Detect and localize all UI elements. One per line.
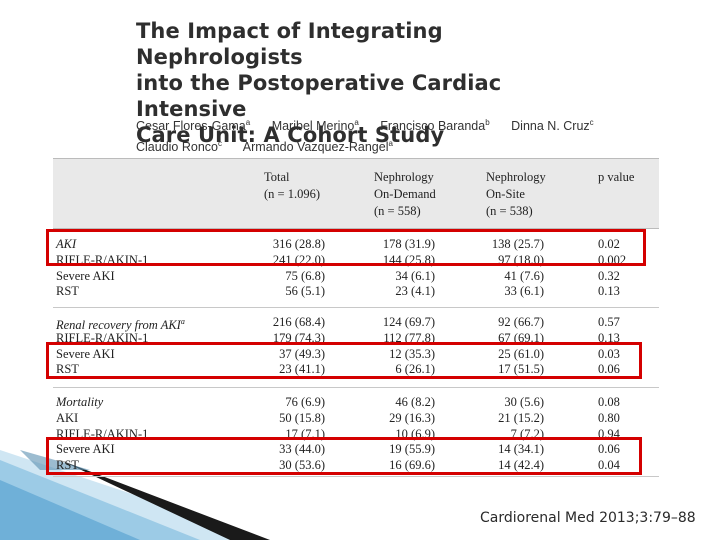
title-line-2: into the Postoperative Cardiac Intensive [136,71,502,121]
author-3: Francisco Barandab [380,118,490,134]
cell-on-demand: 34 (6.1) [395,268,435,283]
cell-p: 0.32 [598,268,620,283]
table-header: Total (n = 1.096) Nephrology On-Demand (… [53,158,659,229]
cell-on-demand: 19 (55.9) [389,442,435,457]
row-label: RIFLE-R/AKIN-1 [56,330,149,345]
row-label: Severe AKI [56,346,115,361]
author-4: Dinna N. Cruzc [511,118,594,134]
author-2: Maribel Merinoa [271,118,359,134]
table-bottom-rule [53,476,659,477]
cell-p: 0.06 [598,442,620,457]
article-title: The Impact of Integrating Nephrologists … [136,18,606,148]
author-list: Cesar Flores-Gamaa Maribel Merinoa Franc… [136,114,656,156]
header-total: Total (n = 1.096) [264,170,320,201]
row-label: Mortality [56,395,104,409]
title-line-1: The Impact of Integrating Nephrologists [136,19,443,69]
author-5: Claudio Roncoc [136,139,222,155]
cell-on-site: 92 (66.7) [498,315,544,329]
header-p-value: p value [598,170,635,184]
cell-p: 0.08 [598,395,620,409]
cell-on-demand: 23 (4.1) [395,284,435,299]
results-table: Total (n = 1.096) Nephrology On-Demand (… [53,158,659,478]
highlight-box-aki [46,229,646,266]
cell-total: 33 (44.0) [279,442,325,457]
cell-total: 179 (74.3) [272,330,325,345]
cell-total: 75 (6.8) [285,268,325,283]
cell-total: 216 (68.4) [272,315,325,329]
row-label: RST [56,458,79,473]
row-label: Renal recovery from AKIa [56,317,185,333]
cell-on-demand: 16 (69.6) [389,458,435,473]
cell-on-demand: 178 (31.9) [382,237,435,251]
cell-p: 0.02 [598,237,620,251]
cell-on-site: 138 (25.7) [491,237,544,251]
highlight-box-renal-recovery [46,342,642,379]
citation: Cardiorenal Med 2013;3:79–88 [480,510,696,526]
cell-total: 76 (6.9) [285,395,325,409]
cell-p: 0.03 [598,346,620,361]
cell-p: 0.04 [598,458,620,473]
cell-on-site: 25 (61.0) [498,346,544,361]
title-line-3: Care Unit: A Cohort Study [136,123,445,147]
cell-p: 0.80 [598,410,620,425]
row-label: Severe AKI [56,268,115,283]
cell-on-site: 17 (51.5) [498,362,544,377]
cell-on-site: 21 (15.2) [498,410,544,425]
author-6: Armando Vazquez-Rangela [242,139,393,155]
row-label: AKI [56,410,79,425]
cell-on-site: 33 (6.1) [504,284,544,299]
cell-p: 0.57 [598,315,620,329]
cell-on-site: 67 (69.1) [498,330,544,345]
section-divider [53,307,659,308]
cell-total: 30 (53.6) [279,458,325,473]
cell-on-site: 41 (7.6) [504,268,544,283]
row-label: RST [56,284,79,299]
cell-on-demand: 124 (69.7) [382,315,435,329]
header-on-site: Nephrology On-Site (n = 538) [486,170,546,218]
row-label: AKI [56,237,77,251]
cell-on-site: 14 (34.1) [498,442,544,457]
author-1: Cesar Flores-Gamaa [136,118,251,134]
cell-total: 316 (28.8) [272,237,325,251]
cell-on-site: 30 (5.6) [504,395,544,409]
header-on-demand: Nephrology On-Demand (n = 558) [374,170,436,218]
cell-total: 23 (41.1) [279,362,325,377]
row-label: RST [56,362,79,377]
cell-on-site: 14 (42.4) [498,458,544,473]
section-divider [53,387,659,388]
cell-p: 0.06 [598,362,620,377]
cell-p: 0.13 [598,330,620,345]
cell-on-demand: 29 (16.3) [389,410,435,425]
cell-on-demand: 12 (35.3) [389,346,435,361]
highlight-box-mortality [46,437,642,475]
cell-p: 0.13 [598,284,620,299]
cell-total: 37 (49.3) [279,346,325,361]
cell-total: 50 (15.8) [279,410,325,425]
cell-on-demand: 46 (8.2) [395,395,435,409]
cell-on-demand: 112 (77.8) [383,330,435,345]
cell-on-demand: 6 (26.1) [395,362,435,377]
row-label: Severe AKI [56,442,115,457]
cell-total: 56 (5.1) [285,284,325,299]
